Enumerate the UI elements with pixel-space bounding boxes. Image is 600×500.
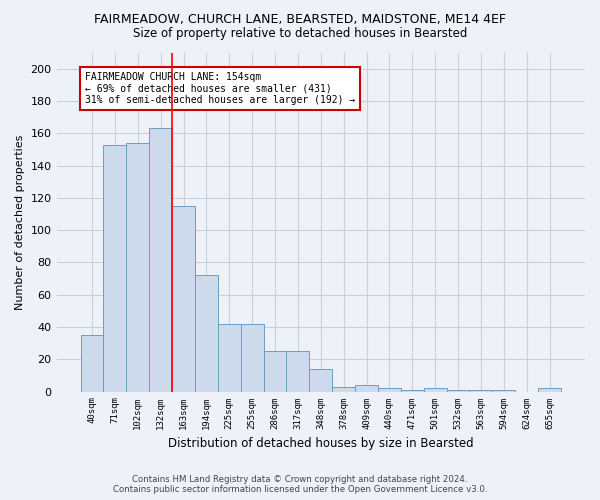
Bar <box>172 206 195 392</box>
Bar <box>218 324 241 392</box>
Bar <box>103 144 127 392</box>
Bar <box>446 390 469 392</box>
Text: Size of property relative to detached houses in Bearsted: Size of property relative to detached ho… <box>133 28 467 40</box>
Bar <box>80 335 103 392</box>
Y-axis label: Number of detached properties: Number of detached properties <box>15 134 25 310</box>
Text: FAIRMEADOW CHURCH LANE: 154sqm
← 69% of detached houses are smaller (431)
31% of: FAIRMEADOW CHURCH LANE: 154sqm ← 69% of … <box>85 72 355 105</box>
Bar <box>263 351 286 392</box>
Bar <box>424 388 446 392</box>
Bar <box>378 388 401 392</box>
Bar <box>241 324 263 392</box>
Bar <box>127 143 149 392</box>
Bar <box>195 276 218 392</box>
Bar <box>332 386 355 392</box>
Bar <box>469 390 493 392</box>
Bar <box>286 351 310 392</box>
Bar <box>493 390 515 392</box>
Bar <box>538 388 561 392</box>
Text: Contains HM Land Registry data © Crown copyright and database right 2024.
Contai: Contains HM Land Registry data © Crown c… <box>113 474 487 494</box>
Bar <box>355 385 378 392</box>
Bar <box>310 369 332 392</box>
X-axis label: Distribution of detached houses by size in Bearsted: Distribution of detached houses by size … <box>168 437 473 450</box>
Text: FAIRMEADOW, CHURCH LANE, BEARSTED, MAIDSTONE, ME14 4EF: FAIRMEADOW, CHURCH LANE, BEARSTED, MAIDS… <box>94 12 506 26</box>
Bar <box>149 128 172 392</box>
Bar <box>401 390 424 392</box>
